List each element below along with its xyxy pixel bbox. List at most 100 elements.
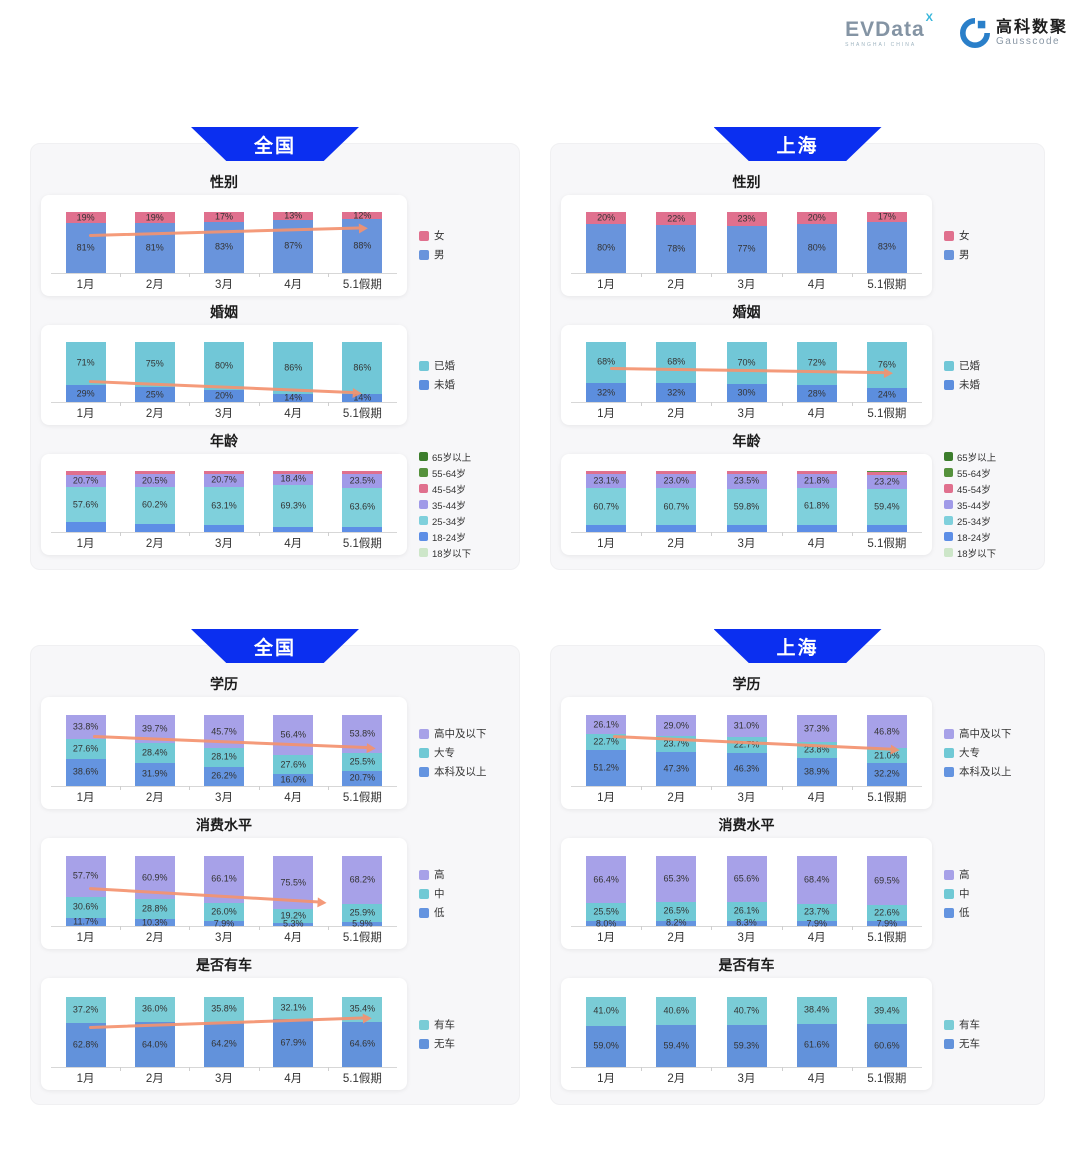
x-axis-label: 2月 <box>145 538 164 551</box>
bar-1月: 68% 32% <box>586 341 627 403</box>
x-axis-label: 1月 <box>76 538 95 551</box>
segment-value-label: 32% <box>597 387 616 398</box>
bar-1月: 19% 81% <box>65 211 106 273</box>
chart-card: 37.2% 62.8% 36.0% 64.0% 35.8% 64.2% 32.1% 67.9%… <box>41 978 407 1091</box>
segment-value-label: 65.3% <box>663 873 690 884</box>
axis-tick <box>189 402 191 407</box>
chart-card: 19% 81% 19% 81% 17% 83% 13% 87% 12% 88% 1月 2月 3月 4月 5.… <box>41 195 407 296</box>
legend-item: 大专 <box>944 745 1032 760</box>
x-axis-label: 4月 <box>807 1073 826 1086</box>
chart-title: 性别 <box>210 174 238 190</box>
chart-card: 41.0% 59.0% 40.6% 59.4% 40.7% 59.3% 38.4% 61.6%… <box>561 978 932 1091</box>
bar-segment-高: 68.4% <box>796 856 837 905</box>
legend-swatch <box>419 500 428 510</box>
bar-segment-高中及以下: 46.8% <box>866 715 907 749</box>
chart-title: 学历 <box>732 676 761 692</box>
bar-4月: 13% 87% <box>273 211 314 273</box>
legend-label: 45-54岁 <box>432 484 466 496</box>
chart-card: 57.7% 30.6% 11.7% 60.9% 28.8% 10.3% 66.1% 26.0%… <box>41 837 407 950</box>
chart-host: 学历 33.8% 27.6% 38.6% 39.7% 28.4% 31.9% 45.7% 28.… <box>41 672 507 1094</box>
segment-value-label: 47.3% <box>663 763 690 774</box>
segment-value-label: 26.1% <box>733 905 760 916</box>
legend-label: 18岁以下 <box>432 548 472 560</box>
bar-segment-18-24岁 <box>342 526 383 533</box>
segment-value-label: 59.4% <box>663 1040 690 1051</box>
x-axis-label: 1月 <box>597 538 616 551</box>
legend-swatch <box>419 747 429 758</box>
axis-tick <box>711 785 713 790</box>
bar-segment-已婚: 68% <box>586 341 627 383</box>
legend-label: 65岁以上 <box>432 452 472 464</box>
segment-value-label: 61.8% <box>803 500 830 511</box>
chart-title: 年龄 <box>732 433 761 450</box>
bar-segment-25-34岁: 63.1% <box>204 486 244 526</box>
bar-segment-无车: 62.8% <box>65 1022 106 1068</box>
region-banner: 上海 <box>713 629 882 663</box>
bar-segment-已婚: 72% <box>796 341 837 386</box>
segment-value-label: 80% <box>807 242 826 253</box>
bar-2月: 68% 32% <box>656 341 697 403</box>
legend-swatch <box>944 766 954 777</box>
region-banner: 全国 <box>191 629 359 663</box>
chart-card: 71% 29% 75% 25% 80% 20% 86% 14% 86% 14% 1月 2月 3月 4月 5.… <box>41 324 407 426</box>
bar-segment-未婚: 29% <box>65 384 106 403</box>
bar-segment-18-24岁 <box>796 525 837 533</box>
axis-tick <box>258 532 260 537</box>
legend-swatch <box>944 516 953 526</box>
bar-segment-45-54岁 <box>796 471 837 475</box>
axis-tick <box>120 926 122 931</box>
bar-segment-男: 78% <box>656 225 697 273</box>
legend-item: 高中及以下 <box>419 726 507 741</box>
bar-3月: 45.7% 28.1% 26.2% <box>204 715 244 786</box>
bar-5.1假期: 69.5% 22.6% 7.9% <box>866 856 907 928</box>
bar-segment-高中及以下: 31.0% <box>726 715 767 738</box>
segment-value-label: 53.8% <box>349 728 376 739</box>
x-axis-label: 4月 <box>807 408 826 421</box>
bar-segment-高: 68.2% <box>342 856 383 905</box>
legend: 65岁以上 55-64岁 45-54岁 35-44岁 25-34岁 18-24岁 18岁以下 <box>932 452 1032 560</box>
segment-value-label: 61.6% <box>803 1039 830 1050</box>
axis-tick <box>641 402 643 407</box>
bar-1月: 71% 29% <box>65 341 106 403</box>
bar-segment-未婚: 24% <box>866 387 907 403</box>
x-axis-label: 3月 <box>737 791 756 804</box>
segment-value-label: 37.2% <box>72 1004 99 1015</box>
legend-swatch <box>944 230 954 241</box>
bar-3月: 66.1% 26.0% 7.9% <box>204 856 244 928</box>
segment-value-label: 51.2% <box>593 762 619 773</box>
bar-segment-本科及以上: 32.2% <box>866 763 907 786</box>
x-axis-label: 4月 <box>284 278 303 291</box>
legend-label: 男 <box>434 249 445 262</box>
bar-segment-25-34岁: 59.8% <box>726 488 767 525</box>
axis-tick <box>258 1067 260 1072</box>
bar-3月: 23% 77% <box>726 211 767 273</box>
bar-segment-低: 10.3% <box>134 918 175 927</box>
axis-tick <box>711 926 713 931</box>
legend-label: 45-54岁 <box>957 484 991 496</box>
bar-segment-本科及以上: 38.6% <box>65 758 106 786</box>
x-axis-labels: 1月 2月 3月 4月 5.1假期 <box>51 927 397 947</box>
x-axis-label: 4月 <box>807 791 826 804</box>
bar-segment-18-24岁 <box>134 523 175 533</box>
x-axis-label: 5.1假期 <box>867 278 907 291</box>
x-axis-label: 1月 <box>597 1073 616 1086</box>
bar-segment-高中及以下: 37.3% <box>796 715 837 742</box>
segment-value-label: 59.8% <box>733 501 760 512</box>
axis-tick <box>711 532 713 537</box>
bar-2月: 20.5% 60.2% <box>134 471 175 533</box>
bar-segment-中: 23.7% <box>796 904 837 921</box>
segment-value-label: 63.1% <box>211 500 237 511</box>
axis-tick <box>327 1067 329 1072</box>
bar-segment-高中及以下: 56.4% <box>273 715 314 756</box>
plot-area: 68% 32% 68% 32% 70% 30% 72% 28% 76% 24% <box>571 332 922 407</box>
bar-3月: 65.6% 26.1% 8.3% <box>726 856 767 927</box>
bar-segment-未婚: 32% <box>656 382 697 403</box>
axis-tick <box>641 785 643 790</box>
bar-segment-女: 23% <box>726 211 767 226</box>
bar-segment-18-24岁 <box>204 525 244 533</box>
segment-value-label: 20% <box>597 212 616 223</box>
bar-segment-无车: 64.2% <box>204 1021 244 1068</box>
legend-label: 65岁以上 <box>957 452 997 464</box>
x-axis-label: 1月 <box>597 932 616 945</box>
bar-segment-25-34岁: 60.7% <box>586 488 627 526</box>
